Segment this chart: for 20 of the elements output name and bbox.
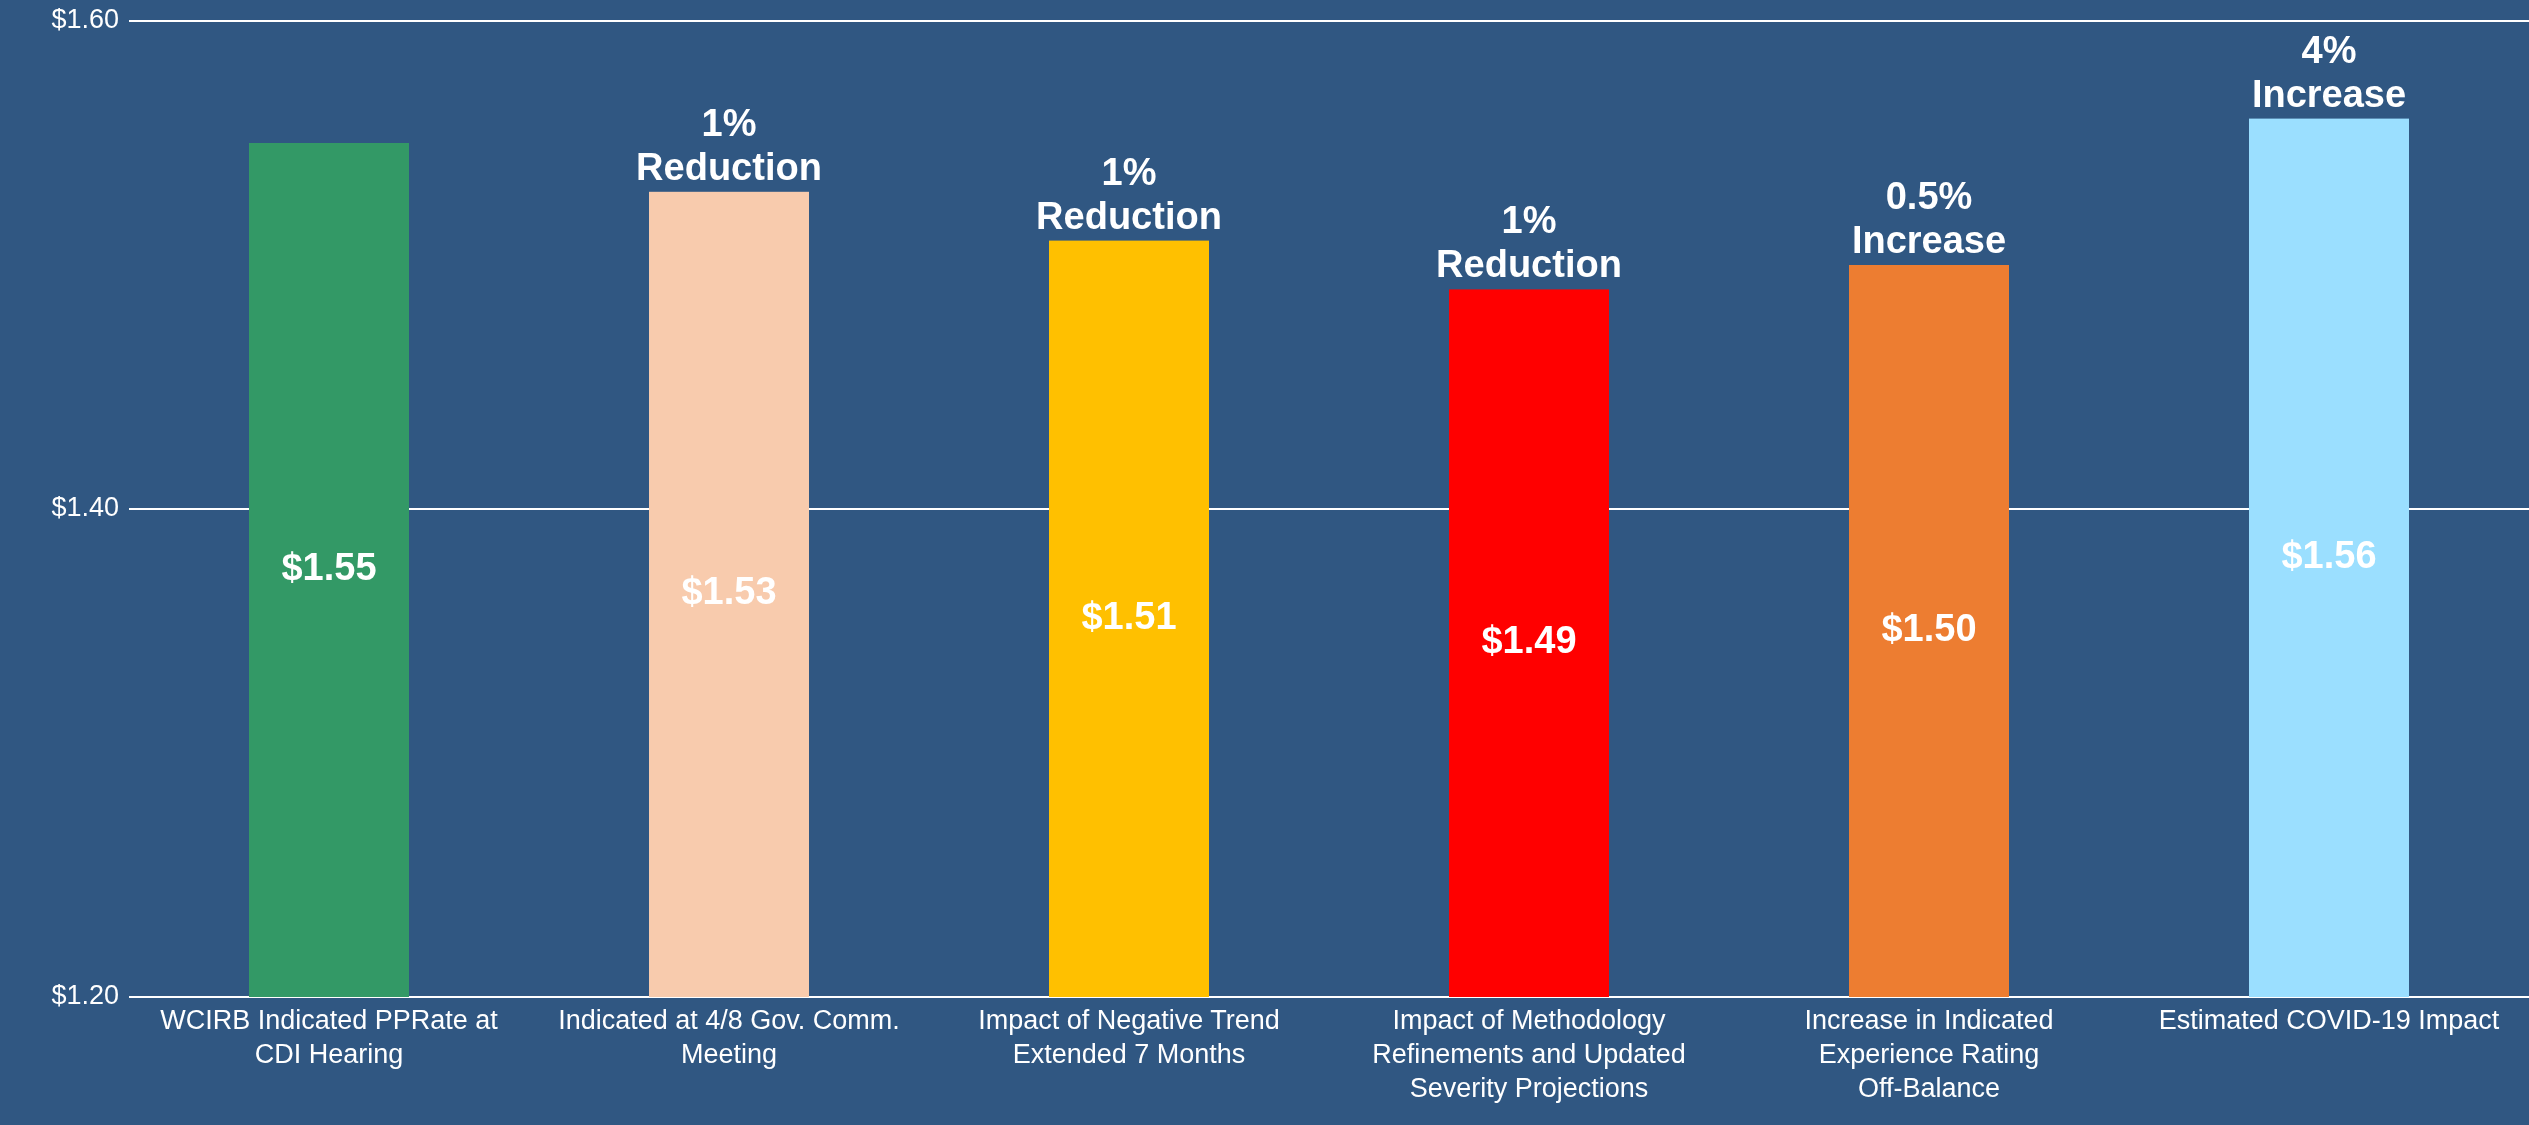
annotation: 1% Reduction: [636, 101, 822, 188]
annotation: 4% Increase: [2251, 28, 2407, 115]
data-label: $1.49: [1481, 619, 1577, 662]
data-label: $1.50: [1881, 607, 1977, 650]
annotation: 1% Reduction: [1036, 150, 1222, 237]
x-tick-label: Estimated COVID-19 Impact: [2158, 1005, 2500, 1035]
y-tick-label: $1.20: [51, 980, 119, 1011]
y-tick-label: $1.40: [51, 492, 119, 523]
x-tick-label: Impact of Negative Trend Extended 7 Months: [978, 1005, 1280, 1069]
x-tick-label: Indicated at 4/8 Gov. Comm. Meeting: [558, 1005, 900, 1069]
annotation: 1% Reduction: [1436, 199, 1622, 286]
x-tick-label: Increase in Indicated Experience Rating Off-Balance: [1804, 1005, 2054, 1103]
data-label: $1.56: [2281, 533, 2377, 576]
y-tick-label: $1.60: [51, 4, 119, 35]
annotation: 0.5% Increase: [1851, 175, 2007, 261]
data-label: $1.51: [1081, 594, 1177, 637]
data-label: $1.55: [281, 546, 377, 589]
x-tick-label: Impact of Methodology Refinements and Updated Severity Projections: [1372, 1005, 1686, 1103]
x-tick-label: WCIRB Indicated PPRate at CDI Hearing: [160, 1005, 499, 1069]
data-label: $1.53: [681, 570, 777, 613]
